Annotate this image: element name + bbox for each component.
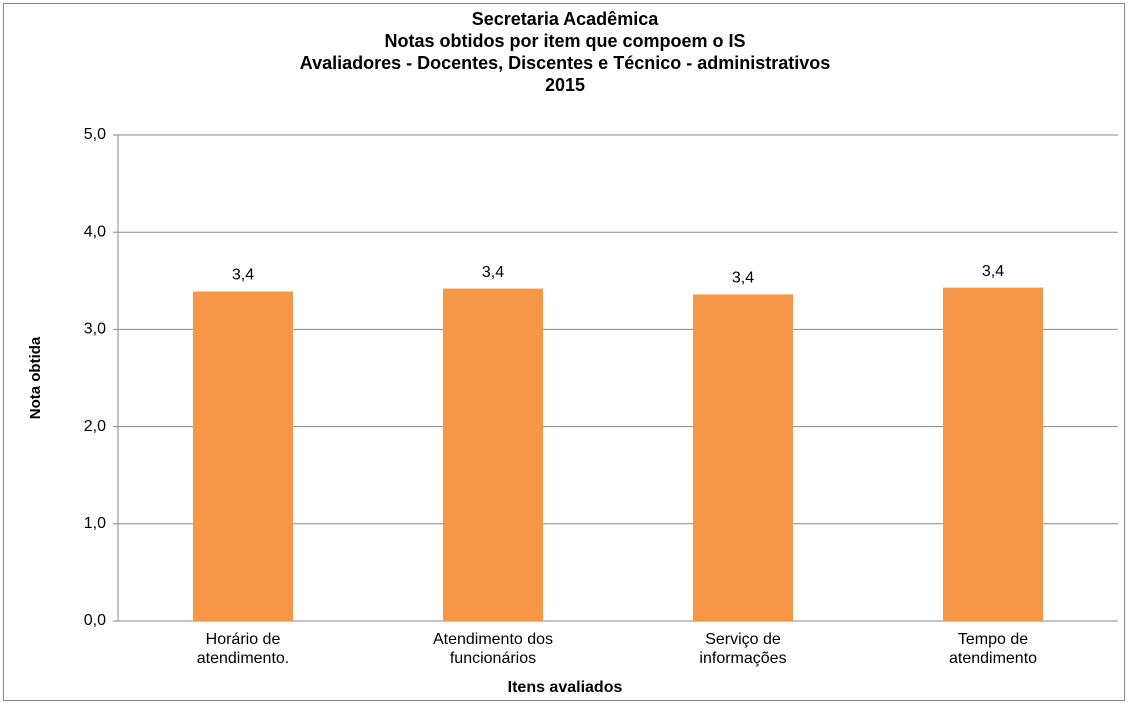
y-tick-label: 3,0 xyxy=(84,321,106,338)
x-tick-label: Tempo de atendimento xyxy=(948,631,1038,667)
x-axis-label: Itens avaliados xyxy=(508,679,623,696)
chart-title: 2015 xyxy=(545,75,585,95)
y-tick-label: 2,0 xyxy=(84,418,106,435)
bar xyxy=(193,291,293,621)
x-tick-label: Serviço de informações xyxy=(699,631,787,667)
chart-title: Secretaria Acadêmica xyxy=(472,9,659,29)
data-label: 3,4 xyxy=(482,264,504,281)
bar xyxy=(443,288,543,621)
chart-title: Avaliadores - Docentes, Discentes e Técn… xyxy=(300,53,831,73)
bar xyxy=(943,287,1043,621)
y-tick-label: 4,0 xyxy=(84,223,106,240)
chart-border xyxy=(3,3,1125,701)
data-label: 3,4 xyxy=(232,267,254,284)
data-label: 3,4 xyxy=(732,270,754,287)
x-tick-label: Horário de atendimento. xyxy=(196,631,290,667)
bar xyxy=(693,294,793,621)
y-tick-label: 1,0 xyxy=(84,515,106,532)
y-tick-label: 0,0 xyxy=(84,612,106,629)
y-axis-label: Nota obtida xyxy=(27,336,44,419)
y-tick-label: 5,0 xyxy=(84,126,106,143)
chart-title: Notas obtidos por item que compoem o IS xyxy=(384,31,745,51)
data-label: 3,4 xyxy=(982,263,1004,280)
x-tick-label: Atendimento dos funcionários xyxy=(432,631,554,667)
